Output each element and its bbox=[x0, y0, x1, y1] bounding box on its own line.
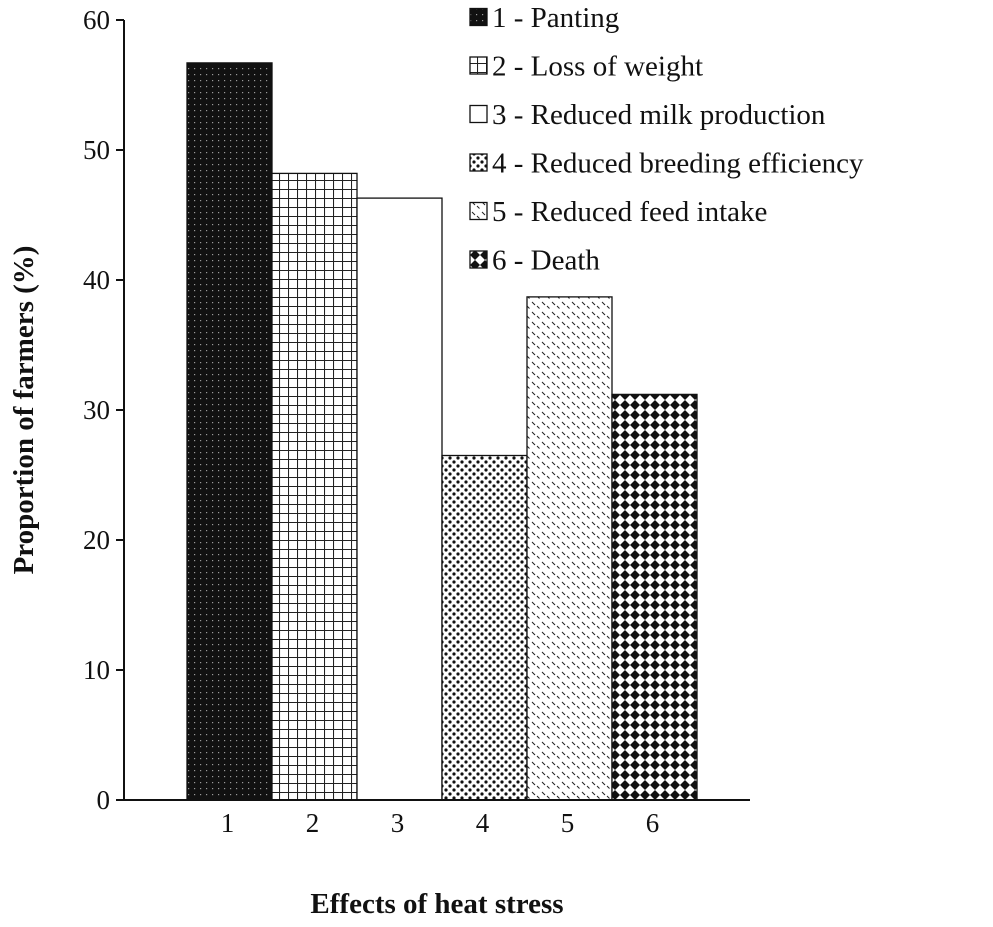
bar-6 bbox=[611, 393, 698, 801]
legend-label: 4 - Reduced breeding efficiency bbox=[492, 148, 864, 180]
y-tick-label: 10 bbox=[83, 655, 110, 685]
x-tick-label: 3 bbox=[391, 808, 405, 838]
legend-swatch-4 bbox=[469, 153, 488, 172]
legend-swatch-6 bbox=[469, 250, 488, 269]
legend-label: 3 - Reduced milk production bbox=[492, 99, 826, 131]
plot-area: 0 10 20 30 40 50 60 1 2 3 4 5 6 bbox=[83, 5, 750, 838]
bar-5 bbox=[526, 296, 613, 801]
y-tick-label: 0 bbox=[97, 785, 111, 815]
legend: 1 - Panting 2 - Loss of weight 3 - Reduced… bbox=[469, 2, 864, 277]
bar-2 bbox=[271, 172, 358, 801]
legend-label: 6 - Death bbox=[492, 245, 600, 277]
bar-3 bbox=[356, 197, 443, 801]
y-tick-label: 20 bbox=[83, 525, 110, 555]
bar-4 bbox=[441, 454, 528, 801]
y-tick-label: 60 bbox=[83, 5, 110, 35]
bars-group bbox=[186, 62, 698, 801]
y-tick-label: 50 bbox=[83, 135, 110, 165]
legend-swatch-3 bbox=[469, 104, 488, 124]
x-tick-label: 1 bbox=[221, 808, 235, 838]
y-axis-ticks: 0 10 20 30 40 50 60 bbox=[83, 5, 124, 815]
x-tick-label: 4 bbox=[476, 808, 490, 838]
y-tick-label: 40 bbox=[83, 265, 110, 295]
x-tick-label: 6 bbox=[646, 808, 660, 838]
bar-1 bbox=[186, 62, 273, 801]
legend-swatch-1 bbox=[469, 7, 488, 27]
y-axis-title: Proportion of farmers (%) bbox=[8, 246, 40, 575]
legend-label: 2 - Loss of weight bbox=[492, 51, 703, 83]
x-axis-tick-labels: 1 2 3 4 5 6 bbox=[221, 808, 660, 838]
legend-label: 1 - Panting bbox=[492, 2, 619, 34]
legend-label: 5 - Reduced feed intake bbox=[492, 196, 767, 228]
x-tick-label: 2 bbox=[306, 808, 320, 838]
x-axis-title: Effects of heat stress bbox=[310, 888, 563, 920]
legend-swatch-2 bbox=[469, 56, 488, 75]
legend-swatch-5 bbox=[469, 201, 488, 221]
x-tick-label: 5 bbox=[561, 808, 575, 838]
y-tick-label: 30 bbox=[83, 395, 110, 425]
